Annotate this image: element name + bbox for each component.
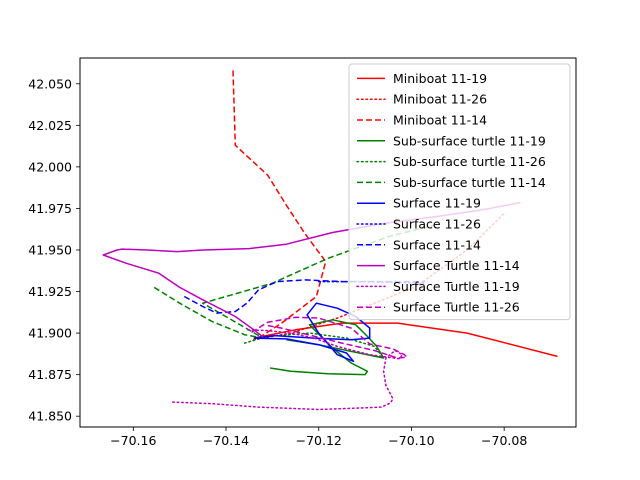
- y-tick-label: 41.900: [28, 326, 72, 341]
- x-tick-label: −70.08: [481, 433, 527, 448]
- legend-label-surface-11-14: Surface 11-14: [393, 237, 481, 252]
- legend-label-miniboat-11-14: Miniboat 11-14: [393, 113, 487, 128]
- y-tick-label: 41.875: [28, 367, 72, 382]
- y-tick-label: 41.925: [28, 284, 72, 299]
- legend-label-miniboat-11-19: Miniboat 11-19: [393, 71, 487, 86]
- axes-frame: [79, 57, 577, 428]
- x-tick-label: −70.14: [203, 433, 249, 448]
- y-tick-label: 42.025: [28, 118, 72, 133]
- x-tick-label: −70.12: [296, 433, 342, 448]
- series-line-surface-turtle-11-19: [171, 329, 403, 411]
- y-tick-label: 41.950: [28, 242, 72, 257]
- legend-label-surface-11-19: Surface 11-19: [393, 196, 481, 211]
- legend-label-sub-surface-turtle-11-26: Sub-surface turtle 11-26: [393, 154, 546, 169]
- series-line-surface-turtle-11-26: [251, 316, 408, 359]
- legend-label-miniboat-11-26: Miniboat 11-26: [393, 92, 487, 107]
- legend-box: [348, 63, 571, 321]
- series-line-surface-11-14: [183, 279, 426, 314]
- series-line-surface-11-19: [253, 302, 371, 363]
- y-tick-label: 42.000: [28, 159, 72, 174]
- legend-label-surface-turtle-11-14: Surface Turtle 11-14: [393, 258, 520, 273]
- legend-label-surface-turtle-11-19: Surface Turtle 11-19: [393, 279, 520, 294]
- x-tick-label: −70.10: [388, 433, 434, 448]
- y-tick-label: 42.050: [28, 76, 72, 91]
- series-line-miniboat-11-14: [232, 70, 327, 339]
- legend-label-surface-turtle-11-26: Surface Turtle 11-26: [393, 300, 520, 315]
- y-tick-label: 41.850: [28, 409, 72, 424]
- legend: Miniboat 11-19 Miniboat 11-26 Miniboat 11-…: [348, 63, 571, 321]
- legend-label-sub-surface-turtle-11-14: Sub-surface turtle 11-14: [393, 175, 546, 190]
- axis-ticks: −70.16 −70.14 −70.12 −70.10 −70.08 41.850 41.8…: [28, 76, 527, 448]
- legend-label-sub-surface-turtle-11-19: Sub-surface turtle 11-19: [393, 133, 546, 148]
- legend-label-surface-11-26: Surface 11-26: [393, 217, 481, 232]
- series-line-sub-surface-turtle-11-14: [153, 224, 435, 339]
- x-tick-label: −70.16: [110, 433, 156, 448]
- y-tick-label: 41.975: [28, 201, 72, 216]
- series-line-miniboat-11-19: [253, 322, 558, 358]
